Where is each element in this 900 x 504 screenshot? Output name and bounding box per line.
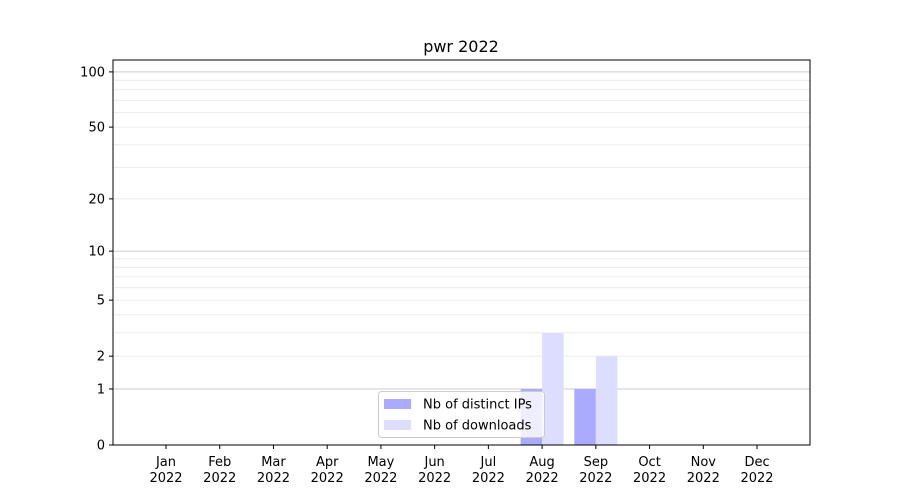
x-tick-label-line: May bbox=[367, 455, 394, 470]
x-tick-label-line: Dec bbox=[744, 455, 769, 470]
x-tick-label-line: Apr bbox=[316, 455, 339, 470]
x-tick-label-line: 2022 bbox=[257, 471, 290, 486]
legend-swatch bbox=[384, 420, 411, 430]
x-tick-label-line: 2022 bbox=[633, 471, 666, 486]
x-tick-label-line: 2022 bbox=[579, 471, 612, 486]
x-tick-label-line: 2022 bbox=[203, 471, 236, 486]
chart-title: pwr 2022 bbox=[423, 37, 499, 56]
y-tick-label: 10 bbox=[88, 245, 105, 260]
x-tick-label-line: Jan bbox=[155, 455, 176, 470]
legend: Nb of distinct IPs Nb of downloads bbox=[378, 391, 545, 438]
x-tick-label-line: 2022 bbox=[526, 471, 559, 486]
x-tick-label-line: Aug bbox=[529, 455, 554, 470]
x-tick-label: Oct 2022 bbox=[633, 455, 666, 486]
y-tick-label: 100 bbox=[80, 65, 105, 80]
x-tick-label-line: Oct bbox=[638, 455, 660, 470]
x-tick-label-line: 2022 bbox=[687, 471, 720, 486]
x-tick-label-line: Mar bbox=[261, 455, 286, 470]
x-tick-label-line: 2022 bbox=[740, 471, 773, 486]
x-tick-label: Jul 2022 bbox=[472, 455, 505, 486]
legend-label: Nb of downloads bbox=[423, 419, 532, 434]
x-tick-label-line: Jun bbox=[423, 455, 444, 470]
legend-box bbox=[378, 391, 545, 438]
legend-swatch bbox=[384, 399, 411, 409]
y-tick-label: 1 bbox=[97, 382, 105, 397]
x-tick-label-line: Sep bbox=[584, 455, 609, 470]
x-tick-label: Aug 2022 bbox=[526, 455, 559, 486]
plot-frame bbox=[112, 59, 811, 446]
bar-distinct-ips bbox=[574, 388, 596, 445]
y-tick-label: 20 bbox=[88, 192, 105, 207]
x-tick-label-line: 2022 bbox=[364, 471, 397, 486]
x-tick-label-line: 2022 bbox=[311, 471, 344, 486]
x-tick-label: Sep 2022 bbox=[579, 455, 612, 486]
y-tick-label: 50 bbox=[88, 121, 105, 136]
x-tick-label-line: Feb bbox=[208, 455, 231, 470]
x-tick-label: Apr 2022 bbox=[311, 455, 344, 486]
bar-downloads bbox=[595, 356, 618, 445]
y-axis: 0 1 2 5 10 20 50 100 bbox=[80, 65, 113, 454]
x-tick-label: Dec 2022 bbox=[740, 455, 773, 486]
x-tick-label: Mar 2022 bbox=[257, 455, 290, 486]
y-tick-label: 2 bbox=[97, 350, 105, 365]
x-tick-label-line: 2022 bbox=[149, 471, 182, 486]
grid bbox=[113, 71, 810, 390]
x-tick-label: Jan 2022 bbox=[149, 455, 182, 486]
y-tick-label: 0 bbox=[97, 439, 105, 454]
legend-label: Nb of distinct IPs bbox=[423, 398, 532, 413]
x-tick-label: Nov 2022 bbox=[687, 455, 720, 486]
x-tick-label-line: Jul bbox=[480, 455, 497, 470]
x-tick-label-line: Nov bbox=[691, 455, 717, 470]
x-tick-label-line: 2022 bbox=[472, 471, 505, 486]
bar-downloads bbox=[542, 332, 564, 445]
x-tick-label: May 2022 bbox=[364, 455, 397, 486]
x-tick-label: Feb 2022 bbox=[203, 455, 236, 486]
x-tick-label-line: 2022 bbox=[418, 471, 451, 486]
x-tick-label: Jun 2022 bbox=[418, 455, 451, 486]
y-tick-label: 5 bbox=[97, 294, 105, 309]
